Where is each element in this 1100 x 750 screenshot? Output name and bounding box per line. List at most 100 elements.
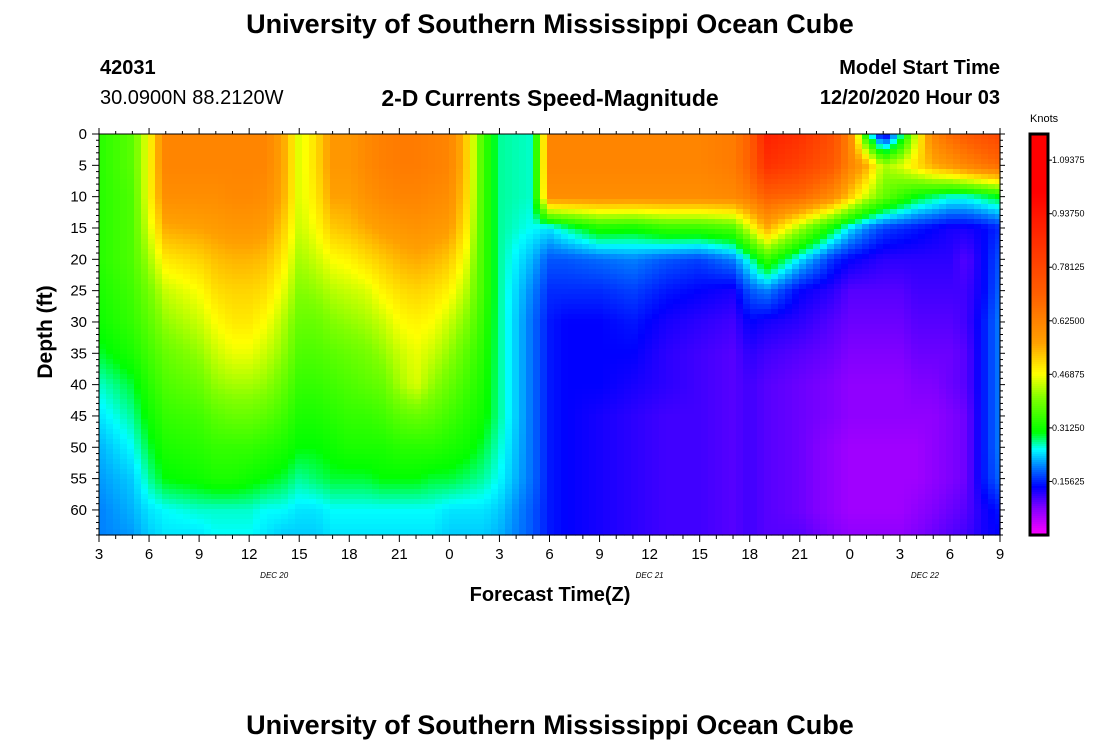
heatmap-cell bbox=[239, 149, 247, 155]
heatmap-cell bbox=[113, 189, 121, 195]
heatmap-cell bbox=[260, 524, 268, 530]
heatmap-cell bbox=[260, 179, 268, 185]
heatmap-cell bbox=[274, 234, 282, 240]
heatmap-cell bbox=[134, 399, 142, 405]
heatmap-cell bbox=[162, 149, 170, 155]
heatmap-cell bbox=[232, 449, 240, 455]
heatmap-cell bbox=[106, 259, 114, 265]
heatmap-cell bbox=[519, 354, 527, 360]
heatmap-cell bbox=[386, 429, 394, 435]
heatmap-cell bbox=[379, 234, 387, 240]
heatmap-cell bbox=[274, 339, 282, 345]
heatmap-cell bbox=[204, 329, 212, 335]
heatmap-cell bbox=[162, 389, 170, 395]
heatmap-cell bbox=[246, 139, 254, 145]
heatmap-cell bbox=[253, 264, 261, 270]
heatmap-cell bbox=[491, 494, 499, 500]
heatmap-cell bbox=[246, 489, 254, 495]
heatmap-cell bbox=[470, 304, 478, 310]
heatmap-cell bbox=[498, 489, 506, 495]
heatmap-cell bbox=[400, 269, 408, 275]
heatmap-cell bbox=[365, 249, 373, 255]
heatmap-cell bbox=[470, 414, 478, 420]
heatmap-cell bbox=[484, 334, 492, 340]
heatmap-cell bbox=[379, 209, 387, 215]
heatmap-cell bbox=[463, 194, 471, 200]
heatmap-cell bbox=[526, 369, 534, 375]
heatmap-cell bbox=[477, 509, 485, 515]
heatmap-cell bbox=[106, 184, 114, 190]
heatmap-cell bbox=[267, 144, 275, 150]
heatmap-cell bbox=[253, 174, 261, 180]
heatmap-cell bbox=[442, 164, 450, 170]
heatmap-cell bbox=[309, 489, 317, 495]
heatmap-cell bbox=[379, 394, 387, 400]
heatmap-cell bbox=[197, 214, 205, 220]
heatmap-cell bbox=[407, 524, 415, 530]
heatmap-cell bbox=[141, 269, 149, 275]
heatmap-cell bbox=[337, 274, 345, 280]
heatmap-cell bbox=[351, 264, 359, 270]
heatmap-cell bbox=[337, 324, 345, 330]
heatmap-cell bbox=[183, 154, 191, 160]
heatmap-cell bbox=[330, 339, 338, 345]
heatmap-cell bbox=[505, 194, 513, 200]
heatmap-cell bbox=[358, 384, 366, 390]
heatmap-cell bbox=[169, 294, 177, 300]
heatmap-cell bbox=[379, 364, 387, 370]
heatmap-cell bbox=[183, 334, 191, 340]
heatmap-cell bbox=[232, 209, 240, 215]
heatmap-cell bbox=[463, 179, 471, 185]
heatmap-cell bbox=[372, 254, 380, 260]
heatmap-cell bbox=[379, 354, 387, 360]
heatmap-cell bbox=[323, 274, 331, 280]
heatmap-cell bbox=[204, 409, 212, 415]
heatmap-cell bbox=[190, 214, 198, 220]
heatmap-cell bbox=[428, 514, 436, 520]
heatmap-cell bbox=[218, 399, 226, 405]
heatmap-cell bbox=[316, 234, 324, 240]
heatmap-cell bbox=[253, 304, 261, 310]
heatmap-cell bbox=[295, 194, 303, 200]
heatmap-cell bbox=[435, 314, 443, 320]
heatmap-cell bbox=[449, 459, 457, 465]
heatmap-cell bbox=[281, 134, 289, 140]
heatmap-cell bbox=[519, 389, 527, 395]
heatmap-cell bbox=[155, 439, 163, 445]
heatmap-cell bbox=[302, 384, 310, 390]
heatmap-cell bbox=[505, 229, 513, 235]
heatmap-cell bbox=[463, 219, 471, 225]
heatmap-cell bbox=[400, 244, 408, 250]
heatmap-cell bbox=[470, 294, 478, 300]
heatmap-cell bbox=[148, 399, 156, 405]
heatmap-cell bbox=[505, 239, 513, 245]
heatmap-cell bbox=[484, 314, 492, 320]
heatmap-cell bbox=[309, 409, 317, 415]
heatmap-cell bbox=[106, 144, 114, 150]
heatmap-cell bbox=[169, 509, 177, 515]
heatmap-cell bbox=[106, 169, 114, 175]
heatmap-cell bbox=[344, 514, 352, 520]
heatmap-cell bbox=[519, 249, 527, 255]
heatmap-cell bbox=[267, 269, 275, 275]
heatmap-cell bbox=[204, 279, 212, 285]
heatmap-cell bbox=[442, 204, 450, 210]
heatmap-cell bbox=[274, 249, 282, 255]
heatmap-cell bbox=[351, 449, 359, 455]
heatmap-cell bbox=[309, 264, 317, 270]
heatmap-cell bbox=[169, 454, 177, 460]
heatmap-cell bbox=[393, 249, 401, 255]
heatmap-cell bbox=[386, 314, 394, 320]
heatmap-cell bbox=[407, 449, 415, 455]
heatmap-cell bbox=[148, 239, 156, 245]
heatmap-cell bbox=[498, 299, 506, 305]
heatmap-cell bbox=[260, 429, 268, 435]
heatmap-cell bbox=[519, 234, 527, 240]
heatmap-cell bbox=[463, 189, 471, 195]
heatmap-cell bbox=[498, 344, 506, 350]
heatmap-cell bbox=[134, 499, 142, 505]
heatmap-cell bbox=[190, 379, 198, 385]
heatmap-cell bbox=[372, 299, 380, 305]
heatmap-cell bbox=[393, 364, 401, 370]
heatmap-cell bbox=[372, 209, 380, 215]
